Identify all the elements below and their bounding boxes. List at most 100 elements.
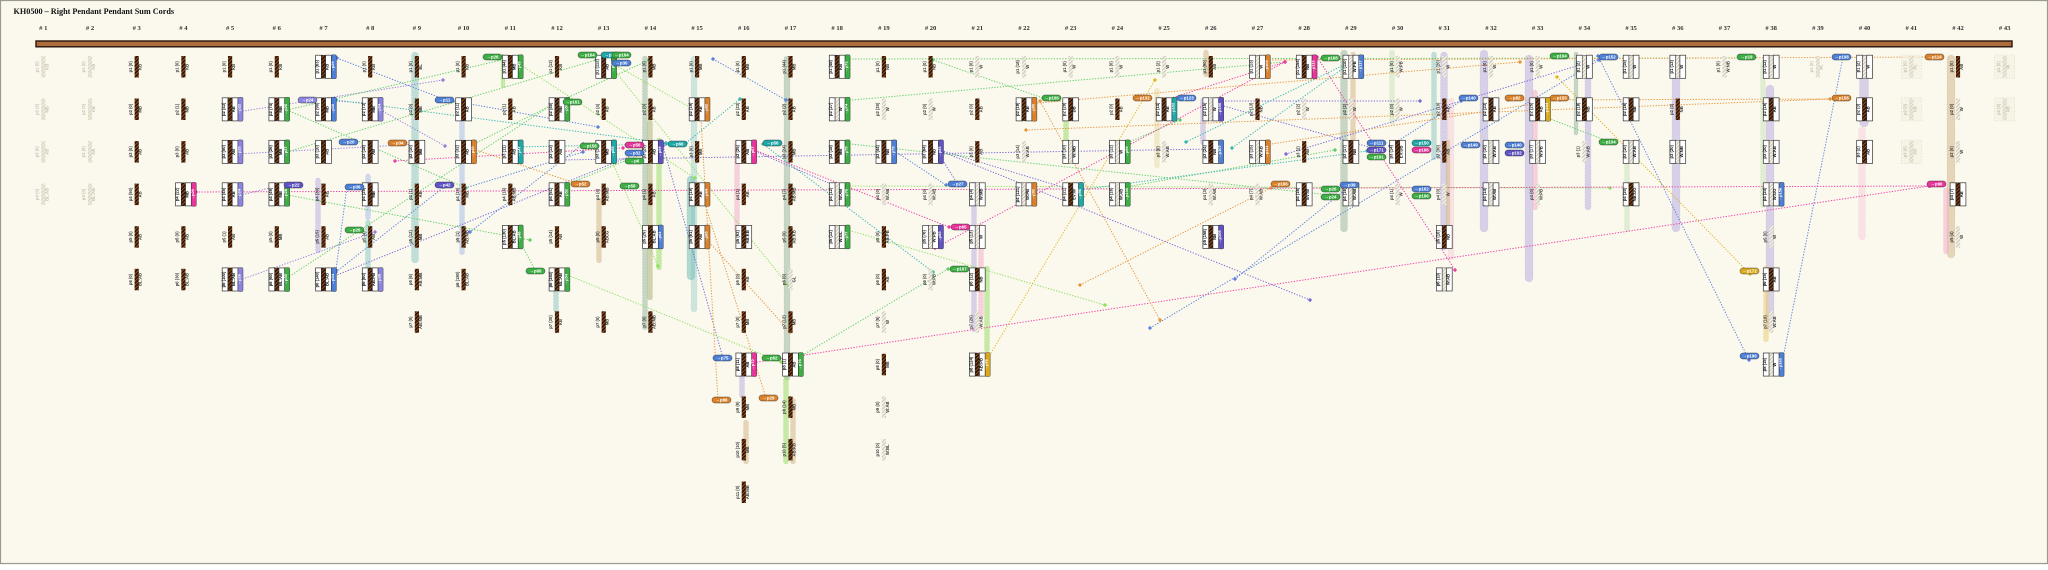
svg-text:KB: KB xyxy=(231,64,236,70)
svg-text:AB: AB xyxy=(511,106,516,112)
svg-text:BL:AB: BL:AB xyxy=(465,273,470,286)
svg-text:AB: AB xyxy=(91,149,96,155)
svg-text:→p11: →p11 xyxy=(439,98,451,103)
svg-text:p1 (0): p1 (0) xyxy=(1809,61,1814,73)
svg-text:AB: AB xyxy=(792,362,797,368)
svg-text:→p196: →p196 xyxy=(1742,354,1757,359)
svg-text:BL:AB: BL:AB xyxy=(44,188,49,201)
svg-text:W: W xyxy=(1305,107,1310,111)
svg-text:MB: MB xyxy=(792,319,797,326)
svg-text:MB: MB xyxy=(371,106,376,113)
svg-text:KB: KB xyxy=(44,64,49,70)
svg-text:MB: MB xyxy=(605,319,610,326)
svg-text:NB: NB xyxy=(1679,106,1684,112)
svg-text:p2 (0): p2 (0) xyxy=(1949,103,1954,115)
svg-text:p4 (30): p4 (30) xyxy=(315,187,320,201)
svg-text:p2 (0): p2 (0) xyxy=(969,103,974,115)
svg-text:MB: MB xyxy=(138,106,143,113)
svg-text:→p45: →p45 xyxy=(517,61,522,73)
svg-text:→p58: →p58 xyxy=(624,184,637,189)
svg-text:→p104: →p104 xyxy=(1552,54,1567,59)
svg-text:p4 (16): p4 (16) xyxy=(1295,187,1300,201)
svg-text:→p54: →p54 xyxy=(563,273,568,285)
svg-text:p1 (63): p1 (63) xyxy=(315,59,320,73)
svg-text:p7 (5): p7 (5) xyxy=(875,316,880,328)
svg-text:W: W xyxy=(1445,65,1450,69)
svg-text:p4 (0): p4 (0) xyxy=(1529,188,1534,200)
svg-text:DB: DB xyxy=(1072,106,1077,112)
svg-text:W:NB: W:NB xyxy=(1726,61,1731,72)
svg-text:AB: AB xyxy=(1118,106,1123,112)
svg-text:AB: AB xyxy=(1772,106,1777,112)
svg-text:W:AB: W:AB xyxy=(1212,189,1217,200)
svg-text:p5 (12): p5 (12) xyxy=(408,230,413,244)
svg-text:p3 (18): p3 (18) xyxy=(361,144,366,158)
svg-text:p5 (0): p5 (0) xyxy=(595,231,600,243)
svg-text:p6 (340): p6 (340) xyxy=(548,271,553,287)
svg-text:BL:AB: BL:AB xyxy=(231,273,236,286)
svg-text:→p111: →p111 xyxy=(1264,145,1269,158)
svg-text:p1 (48): p1 (48) xyxy=(828,59,833,73)
svg-text:p3 (44): p3 (44) xyxy=(875,144,880,158)
svg-text:AB: AB xyxy=(1912,149,1917,155)
svg-text:NB: NB xyxy=(932,149,937,155)
svg-text:p1 (0): p1 (0) xyxy=(175,61,180,73)
svg-text:AB: AB xyxy=(885,276,890,282)
svg-text:p4 (25): p4 (25) xyxy=(361,187,366,201)
svg-text:AB: AB xyxy=(184,234,189,240)
svg-text:W: W xyxy=(885,107,890,111)
svg-text:p4 (7): p4 (7) xyxy=(782,188,787,200)
svg-text:# 28: # 28 xyxy=(1298,25,1310,32)
svg-text:NB: NB xyxy=(932,64,937,70)
svg-text:→p109: →p109 xyxy=(1217,230,1222,244)
svg-text:AB: AB xyxy=(1445,149,1450,155)
svg-text:# 30: # 30 xyxy=(1392,25,1404,32)
svg-text:p3 (0): p3 (0) xyxy=(175,146,180,158)
svg-text:p3 (2): p3 (2) xyxy=(1856,146,1861,158)
svg-text:→p38: →p38 xyxy=(377,273,382,285)
svg-text:→p42: →p42 xyxy=(439,183,452,188)
svg-text:p4 (20): p4 (20) xyxy=(1622,187,1627,201)
svg-text:p5 (12): p5 (12) xyxy=(828,230,833,244)
svg-text:→p22: →p22 xyxy=(288,183,301,188)
svg-text:p3 (0): p3 (0) xyxy=(1949,146,1954,158)
svg-text:p4 (49): p4 (49) xyxy=(268,187,273,201)
svg-text:W: W xyxy=(978,235,983,239)
svg-text:# 14: # 14 xyxy=(645,25,657,32)
svg-text:p8 (124): p8 (124) xyxy=(968,356,973,372)
svg-text:AB:PB: AB:PB xyxy=(885,230,890,243)
svg-text:W:GG: W:GG xyxy=(1772,189,1777,201)
svg-text:# 32: # 32 xyxy=(1485,25,1497,32)
svg-text:p5 (0): p5 (0) xyxy=(268,231,273,243)
svg-text:p2 (0): p2 (0) xyxy=(35,103,40,115)
svg-text:→p29: →p29 xyxy=(763,396,776,401)
svg-text:W: W xyxy=(1399,107,1404,111)
svg-text:→p72: →p72 xyxy=(750,358,755,370)
svg-text:p5 (4): p5 (4) xyxy=(1949,231,1954,243)
svg-text:p1 (2): p1 (2) xyxy=(1856,61,1861,73)
svg-text:AB: AB xyxy=(418,191,423,197)
svg-text:p3 (14): p3 (14) xyxy=(1389,144,1394,158)
svg-text:→p79: →p79 xyxy=(890,146,895,158)
svg-text:→p90: →p90 xyxy=(1030,103,1035,115)
svg-text:→p134: →p134 xyxy=(1544,102,1549,116)
svg-text:→p27: →p27 xyxy=(952,182,965,187)
svg-text:p4 (16): p4 (16) xyxy=(1342,187,1347,201)
svg-text:W: W xyxy=(1118,65,1123,69)
svg-text:# 1: # 1 xyxy=(39,25,47,32)
svg-text:NB: NB xyxy=(885,149,890,155)
svg-text:AB: AB xyxy=(558,149,563,155)
svg-text:MB: MB xyxy=(278,234,283,241)
svg-text:→p90: →p90 xyxy=(1931,182,1944,187)
svg-text:W:AB: W:AB xyxy=(1445,274,1450,285)
svg-text:W: W xyxy=(1959,235,1964,239)
svg-text:# 29: # 29 xyxy=(1345,25,1357,32)
svg-text:p2 (18): p2 (18) xyxy=(1575,102,1580,116)
svg-text:p3 (20): p3 (20) xyxy=(1762,144,1767,158)
svg-text:p1 (13): p1 (13) xyxy=(548,59,553,73)
svg-text:→p43: →p43 xyxy=(470,146,475,158)
svg-text:AB: AB xyxy=(184,149,189,155)
svg-text:p1 (0): p1 (0) xyxy=(1716,61,1721,73)
svg-text:W: W xyxy=(1025,65,1030,69)
svg-text:MB: MB xyxy=(325,106,330,113)
